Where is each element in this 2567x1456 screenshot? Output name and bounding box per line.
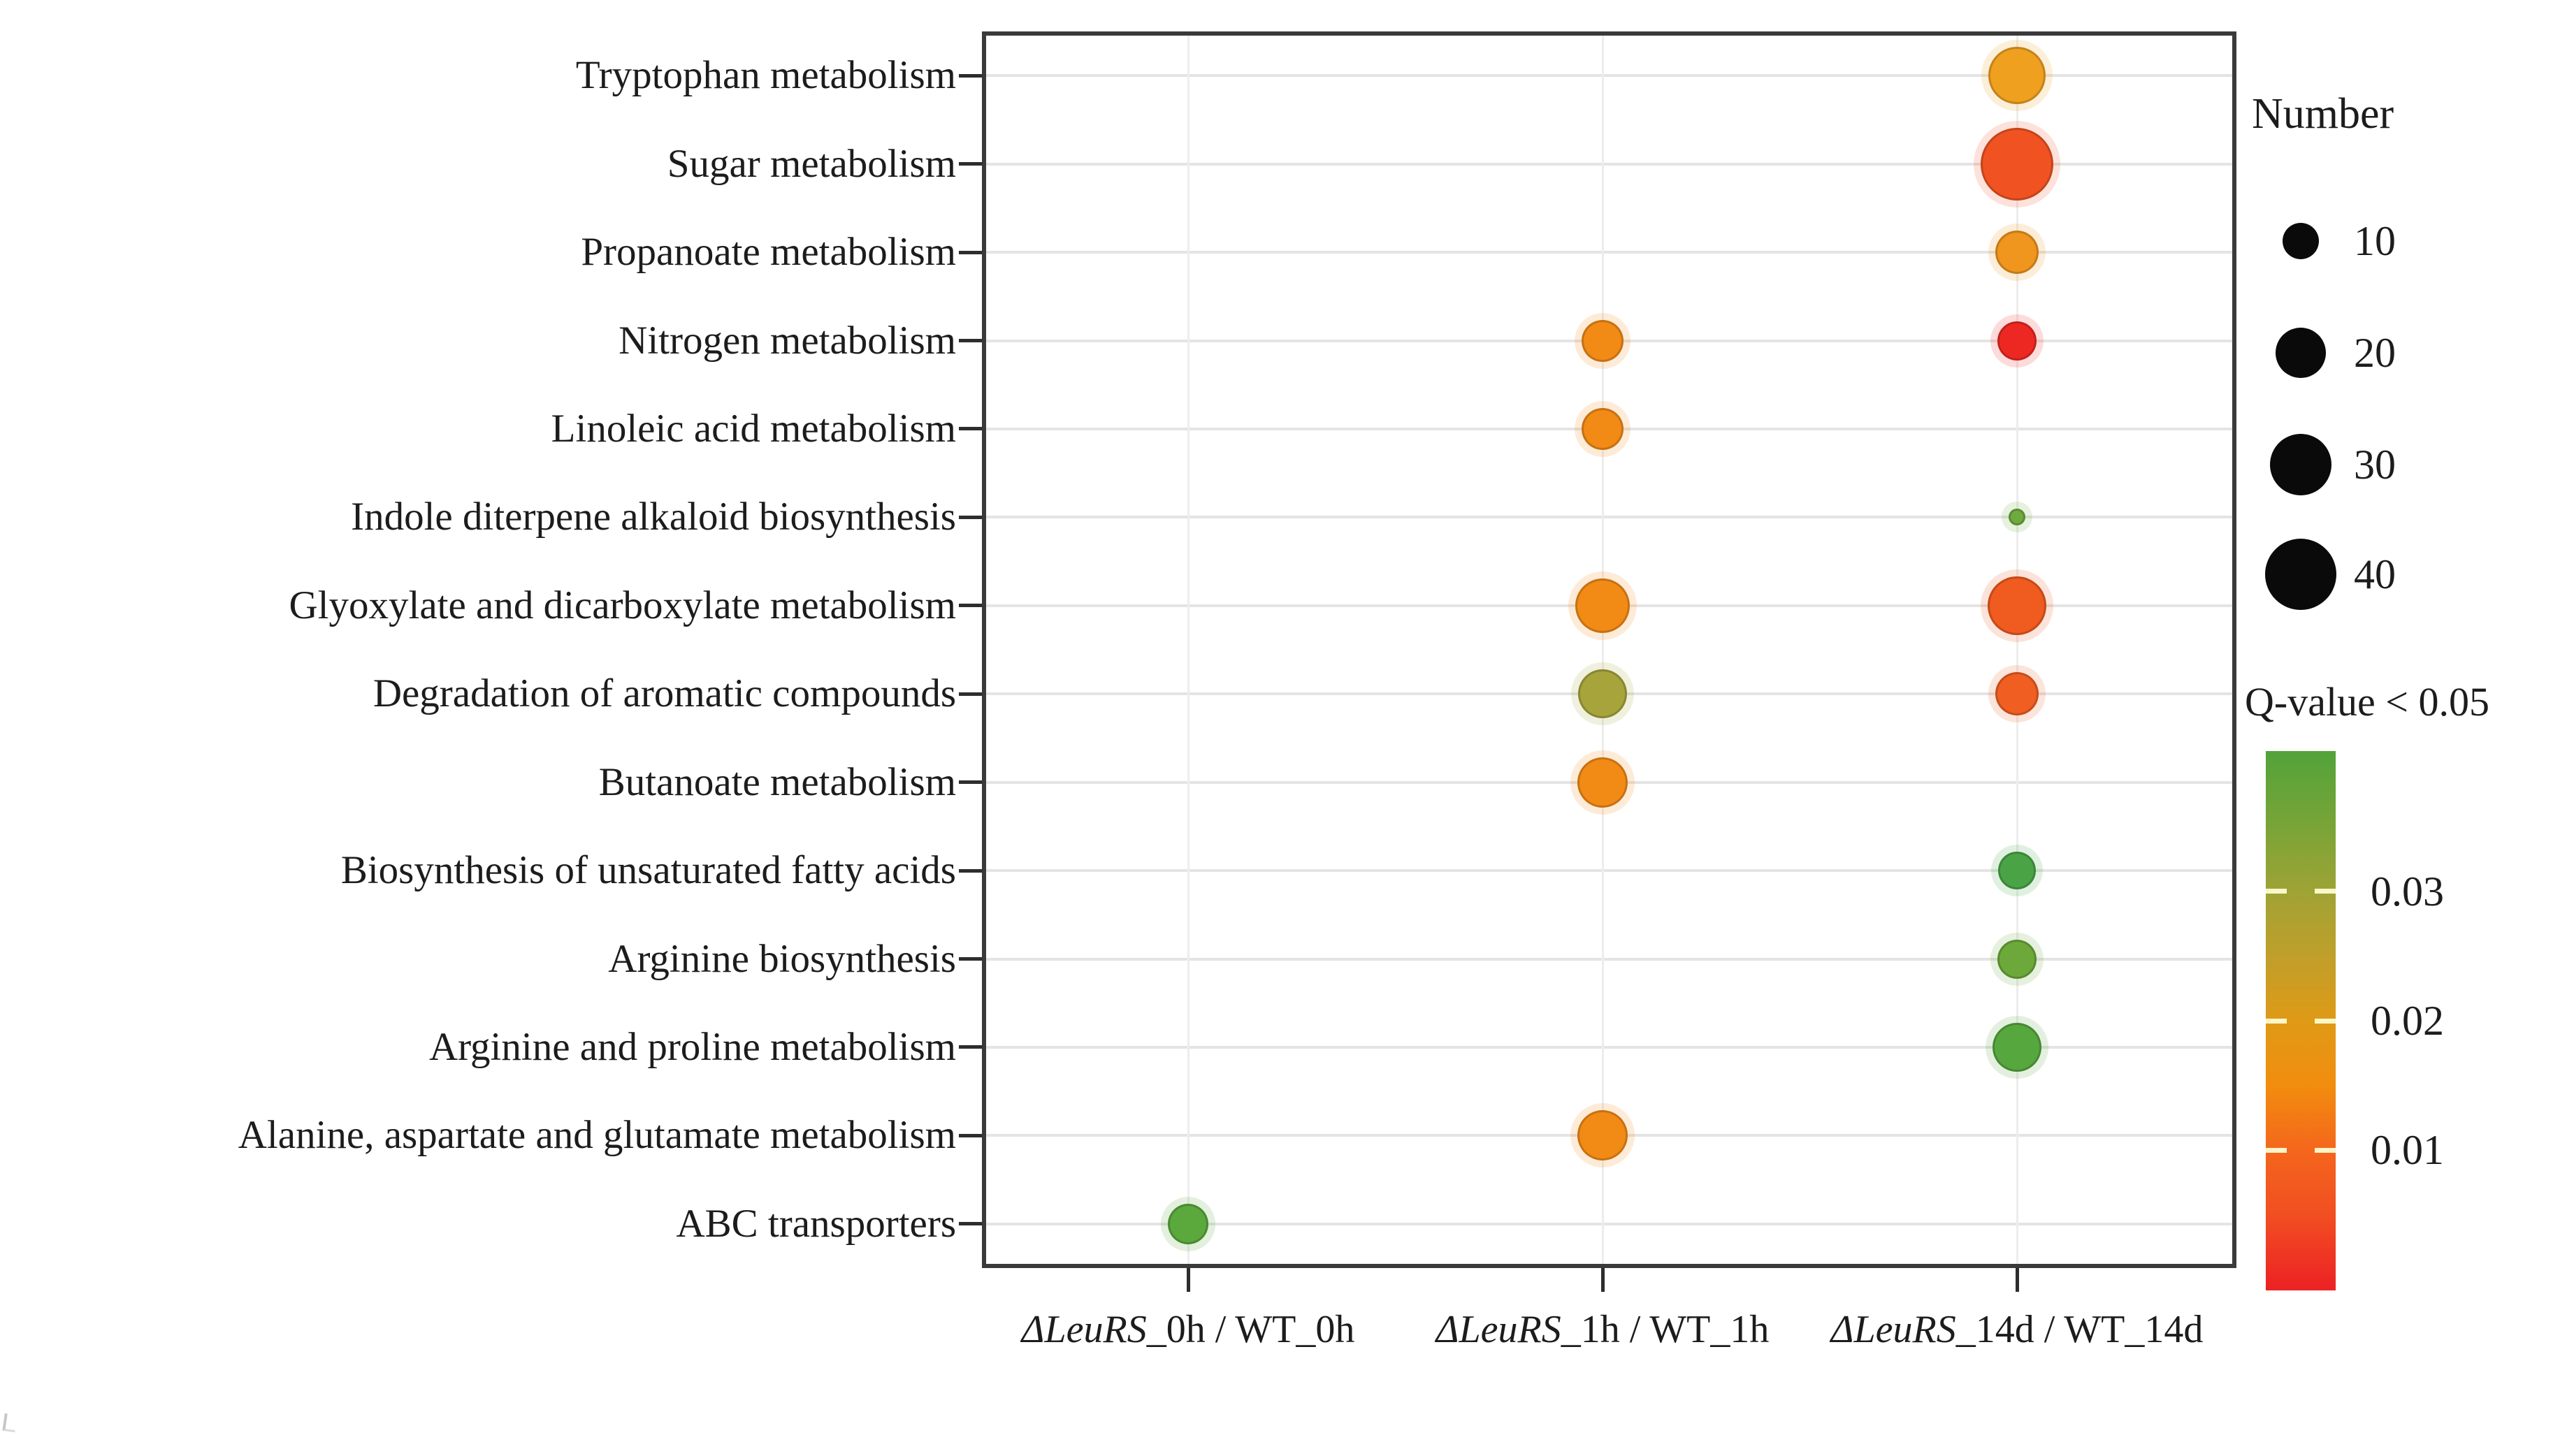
data-bubble (1582, 407, 1624, 450)
y-axis-label: ABC transporters (676, 1201, 956, 1246)
y-axis-tick (959, 957, 982, 961)
data-bubble (2009, 509, 2025, 526)
y-axis-tick (959, 162, 982, 166)
data-bubble (1578, 669, 1627, 719)
x-axis-label: ΔLeuRS_0h / WT_0h (1021, 1308, 1355, 1351)
v-gridline (1187, 31, 1190, 1268)
data-bubble (1168, 1203, 1208, 1244)
y-axis-tick (959, 692, 982, 696)
y-axis-tick (959, 780, 982, 785)
h-gridline (982, 957, 2236, 961)
y-axis-label: Sugar metabolism (667, 141, 956, 186)
colorbar-tick-right (2315, 889, 2336, 894)
color-legend-title: Q-value < 0.05 (2245, 679, 2490, 725)
data-bubble (1577, 757, 1628, 808)
h-gridline (982, 74, 2236, 78)
y-axis-label: Butanoate metabolism (598, 759, 956, 804)
x-axis-tick (2015, 1268, 2019, 1292)
y-axis-label: Propanoate metabolism (581, 230, 956, 275)
colorbar-tick-label: 0.03 (2371, 868, 2444, 915)
x-axis-label-italic-part: ΔLeuRS (1021, 1308, 1147, 1351)
y-axis-label: Arginine biosynthesis (608, 936, 956, 981)
data-bubble (1997, 321, 2037, 361)
colorbar-tick-label: 0.02 (2371, 998, 2444, 1044)
data-bubble (1998, 852, 2036, 890)
data-bubble (1995, 231, 2039, 275)
colorbar-tick-right (2315, 1147, 2336, 1153)
x-axis-label-italic-part: ΔLeuRS (1830, 1308, 1956, 1351)
size-legend-title: Number (2252, 90, 2394, 138)
y-axis-label: Nitrogen metabolism (619, 318, 956, 363)
h-gridline (982, 1045, 2236, 1049)
y-axis-label: Glyoxylate and dicarboxylate metabolism (289, 583, 956, 627)
x-axis-label: ΔLeuRS_14d / WT_14d (1830, 1308, 2204, 1351)
y-axis-tick (959, 1133, 982, 1137)
v-gridline (2016, 31, 2018, 1268)
x-axis-tick (1600, 1268, 1605, 1292)
colorbar-tick-left (2266, 889, 2287, 894)
y-axis-tick (959, 515, 982, 519)
data-bubble (1995, 672, 2039, 716)
y-axis-label: Indole diterpene alkaloid biosynthesis (351, 495, 956, 539)
size-legend-dot (2265, 539, 2336, 610)
size-legend-value: 40 (2354, 551, 2396, 597)
y-axis-label: Biosynthesis of unsaturated fatty acids (340, 848, 956, 893)
x-axis-tick (1186, 1268, 1190, 1292)
size-legend-dot (2283, 223, 2319, 259)
plot-area-border (982, 31, 2236, 1268)
corner-artifact (2, 1413, 17, 1433)
x-axis-label-italic-part: ΔLeuRS (1436, 1308, 1561, 1351)
colorbar-tick-left (2266, 1147, 2287, 1153)
x-axis-label: ΔLeuRS_1h / WT_1h (1436, 1308, 1770, 1351)
h-gridline (982, 251, 2236, 254)
data-bubble (1575, 578, 1630, 633)
colorbar-tick-label: 0.01 (2371, 1127, 2444, 1174)
y-axis-label: Tryptophan metabolism (575, 53, 956, 98)
h-gridline (982, 516, 2236, 519)
y-axis-tick (959, 1045, 982, 1049)
data-bubble (1988, 47, 2046, 105)
y-axis-tick (959, 1222, 982, 1226)
data-bubble (1981, 127, 2053, 201)
y-axis-tick (959, 339, 982, 342)
data-bubble (1993, 1022, 2041, 1072)
y-axis-tick (959, 427, 982, 431)
size-legend-value: 20 (2354, 330, 2396, 376)
data-bubble (1582, 319, 1624, 362)
y-axis-label: Alanine, aspartate and glutamate metabol… (238, 1113, 956, 1158)
y-axis-tick (959, 868, 982, 873)
size-legend-dot (2276, 328, 2326, 378)
size-legend-value: 10 (2354, 218, 2396, 264)
y-axis-label: Degradation of aromatic compounds (373, 671, 956, 716)
h-gridline (982, 1222, 2236, 1225)
h-gridline (982, 869, 2236, 873)
y-axis-label: Linoleic acid metabolism (551, 406, 956, 451)
data-bubble (1577, 1110, 1628, 1161)
colorbar-tick-left (2266, 1018, 2287, 1024)
v-gridline (1601, 31, 1604, 1268)
size-legend-value: 30 (2354, 442, 2396, 488)
colorbar-tick-right (2315, 1018, 2336, 1024)
h-gridline (982, 162, 2236, 166)
data-bubble (1997, 939, 2037, 979)
y-axis-tick (959, 73, 982, 78)
size-legend-dot (2270, 434, 2331, 495)
y-axis-tick (959, 604, 982, 608)
y-axis-tick (959, 250, 982, 254)
y-axis-label: Arginine and proline metabolism (428, 1024, 956, 1069)
data-bubble (1988, 576, 2046, 635)
